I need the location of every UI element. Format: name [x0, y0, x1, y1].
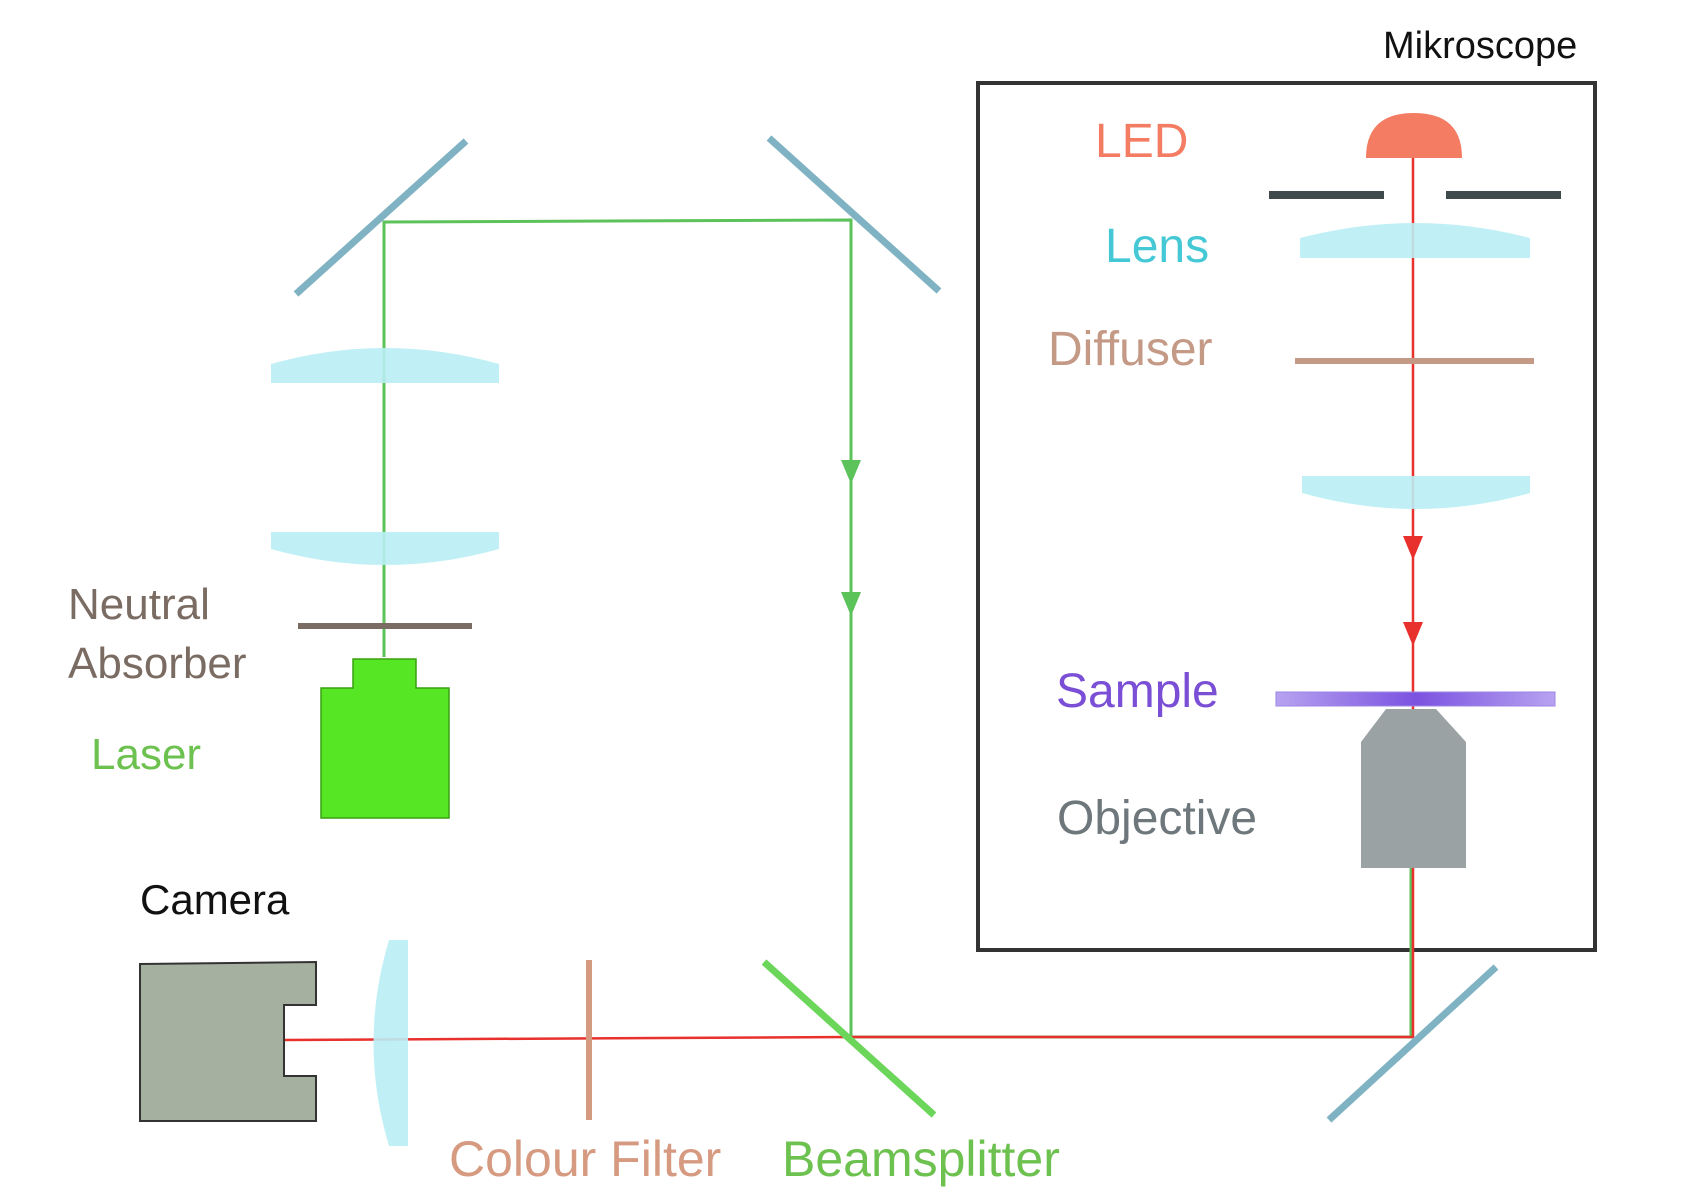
neutral-absorber-label-line1: Neutral: [68, 580, 210, 629]
laser-label: Laser: [91, 730, 202, 779]
beamsplitter: [761, 959, 937, 1118]
colour-filter-label: Colour Filter: [449, 1131, 722, 1187]
beamsplitter-label: Beamsplitter: [782, 1131, 1060, 1187]
camera-label: Camera: [140, 876, 290, 923]
lens-label: Lens: [1105, 220, 1210, 273]
laser-beam-path: [382, 218, 1413, 1039]
microscope-lens-lower: [1302, 476, 1530, 509]
microscope-frame: [976, 81, 1597, 952]
sample-label: Sample: [1056, 665, 1219, 718]
mirror-top-left: [293, 138, 469, 297]
microscope-lens-upper: [1300, 223, 1530, 258]
illumination-beam-arrow: [1403, 536, 1423, 560]
neutral-absorber-label-line2: Absorber: [68, 639, 247, 688]
mirror-bottom-right: [1326, 964, 1499, 1123]
mirror-top-right: [766, 135, 942, 294]
objective-label: Objective: [1057, 792, 1258, 845]
laser-beam-arrow: [841, 592, 861, 616]
objective: [1361, 709, 1466, 868]
illumination-beam-arrow: [1403, 622, 1423, 646]
camera-lens: [373, 940, 408, 1146]
microscope-label: Mikroscope: [1383, 25, 1578, 67]
sample-slide: [1275, 691, 1556, 707]
led-label: LED: [1095, 115, 1189, 168]
laser-lens-upper: [271, 348, 499, 383]
camera-body: [139, 960, 317, 1122]
laser-lens-lower: [271, 532, 499, 565]
illumination-beam-path: [283, 158, 1415, 1042]
led-source: [1366, 113, 1462, 158]
laser-beam-arrow: [841, 460, 861, 484]
diffuser-label: Diffuser: [1048, 323, 1213, 376]
laser-body: [320, 658, 450, 819]
